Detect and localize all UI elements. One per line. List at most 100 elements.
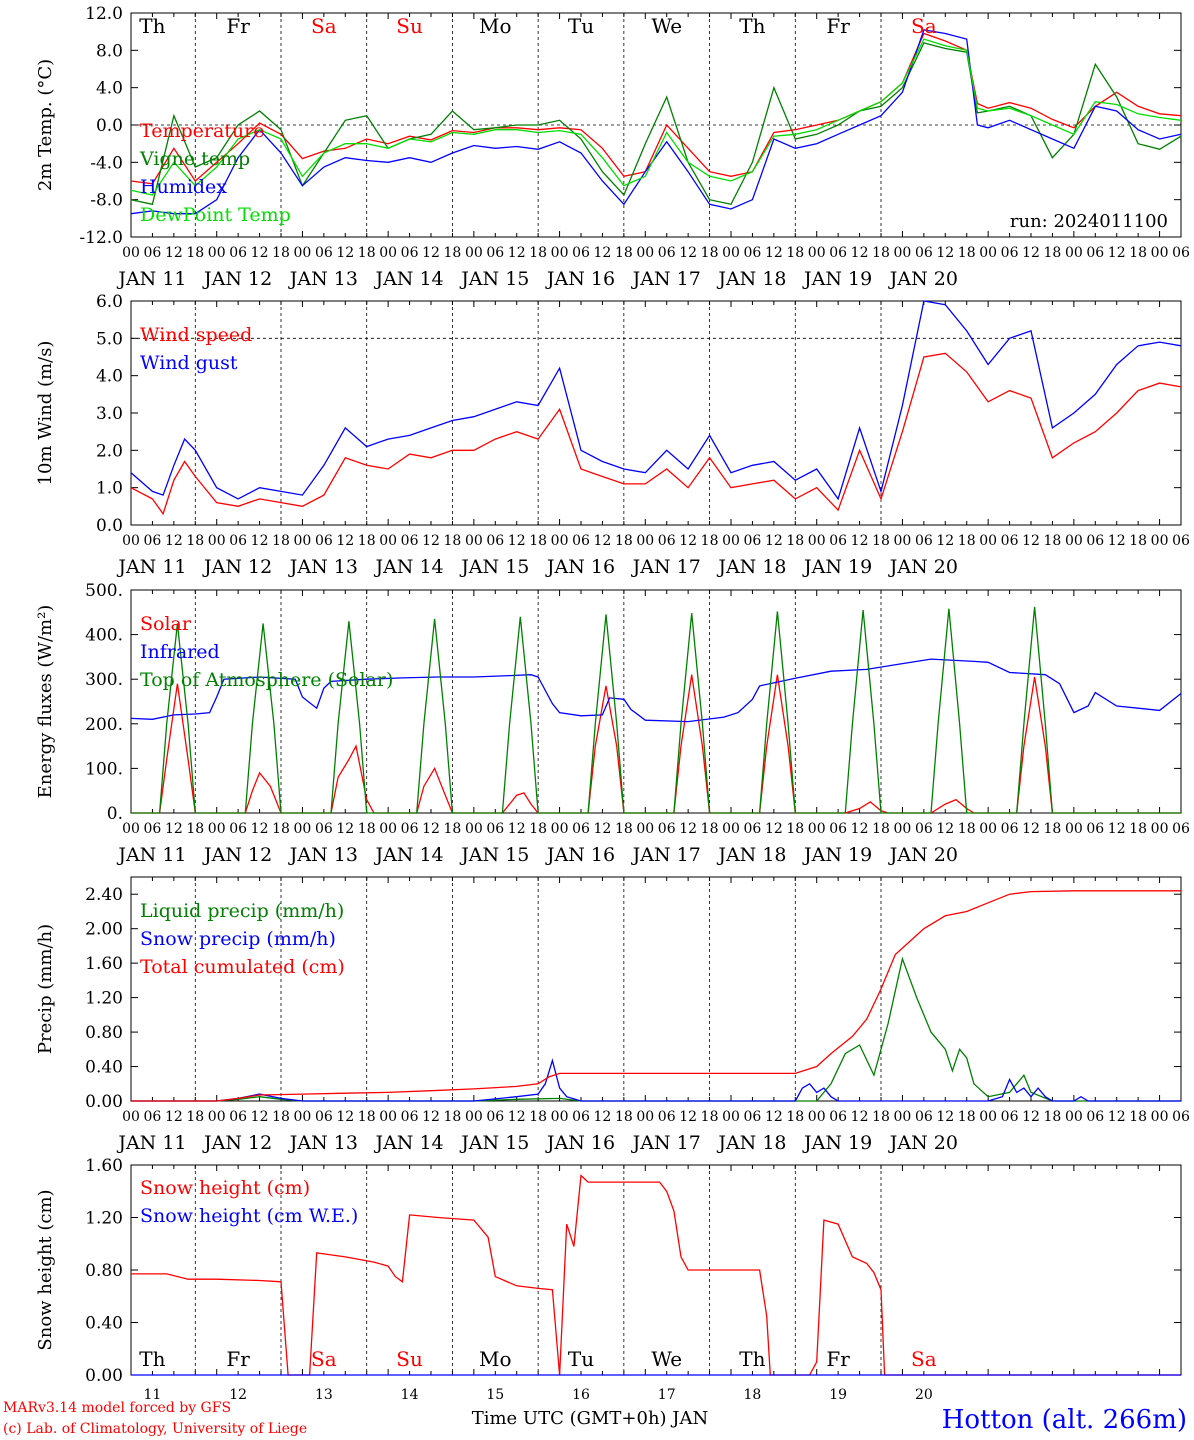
hour-label: 12 bbox=[594, 821, 612, 837]
date-label: JAN 18 bbox=[716, 556, 786, 578]
hour-label: 06 bbox=[401, 1109, 419, 1125]
model-credit-line2: (c) Lab. of Climatology, University of L… bbox=[3, 1421, 307, 1437]
chart-panel-5: 1.60 1.20 0.80 0.40 0.00 Snow height (cm) Snow… bbox=[35, 1156, 1182, 1403]
hour-label: 18 bbox=[701, 1109, 719, 1125]
legend-entry: Wind speed bbox=[140, 324, 252, 346]
hour-label: 18 bbox=[272, 821, 290, 837]
hour-label: 12 bbox=[165, 821, 183, 837]
hour-label: 00 bbox=[122, 245, 140, 261]
hour-label: 12 bbox=[594, 1109, 612, 1125]
hour-label: 18 bbox=[529, 1109, 547, 1125]
hour-label: 18 bbox=[529, 821, 547, 837]
hour-label: 12 bbox=[851, 245, 869, 261]
hour-label: 06 bbox=[658, 533, 676, 549]
hour-label: 06 bbox=[658, 821, 676, 837]
weekday-label: Su bbox=[396, 1347, 423, 1371]
hour-label: 00 bbox=[379, 533, 397, 549]
hour-label: 00 bbox=[465, 245, 483, 261]
hour-label: 06 bbox=[1086, 245, 1104, 261]
hour-label: 18 bbox=[1129, 821, 1147, 837]
date-label: JAN 16 bbox=[545, 556, 615, 578]
hour-label: 18 bbox=[786, 533, 804, 549]
hour-label: 12 bbox=[851, 533, 869, 549]
hour-label: 12 bbox=[936, 245, 954, 261]
hour-label: 12 bbox=[336, 821, 354, 837]
hour-label: 00 bbox=[294, 1109, 312, 1125]
series-line bbox=[131, 1174, 1181, 1376]
hour-label: 00 bbox=[1151, 1109, 1169, 1125]
weekday-label: We bbox=[651, 1347, 682, 1371]
weekday-label: Tu bbox=[568, 1347, 594, 1371]
hour-label: 00 bbox=[1151, 821, 1169, 837]
y-tick-label: 4.0 bbox=[96, 367, 123, 387]
y-tick-label: 100. bbox=[85, 759, 123, 779]
date-label: JAN 17 bbox=[631, 844, 701, 866]
y-tick-label: 0.80 bbox=[85, 1261, 123, 1281]
hour-label: 06 bbox=[401, 245, 419, 261]
hour-label: 12 bbox=[1108, 533, 1126, 549]
date-label: JAN 17 bbox=[631, 1132, 701, 1154]
hour-label: 06 bbox=[229, 533, 247, 549]
hour-label: 12 bbox=[936, 821, 954, 837]
date-label: JAN 13 bbox=[288, 1132, 358, 1154]
hour-label: 00 bbox=[465, 533, 483, 549]
hour-label: 00 bbox=[551, 533, 569, 549]
hour-label: 12 bbox=[1022, 1109, 1040, 1125]
hour-label: 18 bbox=[701, 245, 719, 261]
hour-label: 18 bbox=[958, 821, 976, 837]
hour-label: 12 bbox=[1108, 245, 1126, 261]
hour-label: 12 bbox=[765, 821, 783, 837]
chart-panels: 12.0 8.0 4.0 0.0 -4.0 -8.0 -12.0 2m Temp. (°C) T… bbox=[35, 4, 1190, 1403]
date-label: JAN 14 bbox=[373, 1132, 443, 1154]
date-label: JAN 11 bbox=[116, 556, 186, 578]
date-label: JAN 18 bbox=[716, 1132, 786, 1154]
weekday-label: Th bbox=[139, 14, 165, 38]
date-label: JAN 14 bbox=[373, 556, 443, 578]
hour-label: 12 bbox=[422, 821, 440, 837]
hour-label: 00 bbox=[208, 1109, 226, 1125]
y-tick-label: 0. bbox=[107, 804, 123, 824]
date-label: JAN 19 bbox=[802, 268, 872, 290]
hour-label: 06 bbox=[1172, 1109, 1190, 1125]
y-tick-label: 200. bbox=[85, 715, 123, 735]
hour-label: 18 bbox=[272, 245, 290, 261]
hour-label: 06 bbox=[401, 821, 419, 837]
date-label: JAN 17 bbox=[631, 268, 701, 290]
hour-label: 00 bbox=[979, 821, 997, 837]
hour-label: 06 bbox=[1172, 533, 1190, 549]
hour-label: 12 bbox=[422, 1109, 440, 1125]
hour-label: 18 bbox=[358, 821, 376, 837]
plot-frame bbox=[130, 589, 1182, 814]
date-label: JAN 19 bbox=[802, 844, 872, 866]
hour-label: 12 bbox=[336, 245, 354, 261]
series-line bbox=[131, 674, 1181, 814]
hour-label: 06 bbox=[1172, 245, 1190, 261]
hour-label: 18 bbox=[1044, 821, 1062, 837]
hour-label: 00 bbox=[551, 1109, 569, 1125]
hour-label: 06 bbox=[144, 821, 162, 837]
model-credit-line1: MARv3.14 model forced by GFS bbox=[3, 1400, 231, 1416]
hour-label: 18 bbox=[1044, 533, 1062, 549]
hour-label: 00 bbox=[551, 245, 569, 261]
legend-entry: Temperature bbox=[140, 120, 264, 142]
y-axis-label: Energy fluxes (W/m²) bbox=[35, 605, 56, 799]
hour-label: 06 bbox=[486, 1109, 504, 1125]
weekday-label: Tu bbox=[568, 14, 594, 38]
y-tick-label: 0.0 bbox=[96, 116, 123, 136]
hour-label: 18 bbox=[615, 1109, 633, 1125]
hour-label: 06 bbox=[658, 1109, 676, 1125]
date-label: JAN 15 bbox=[459, 1132, 529, 1154]
hour-label: 12 bbox=[508, 821, 526, 837]
hour-label: 12 bbox=[679, 245, 697, 261]
weekday-label: Sa bbox=[311, 14, 337, 38]
hour-label: 00 bbox=[465, 821, 483, 837]
day-number-label: 20 bbox=[915, 1387, 933, 1403]
legend-entry: Humidex bbox=[140, 176, 227, 198]
hour-label: 06 bbox=[744, 533, 762, 549]
hour-label: 06 bbox=[315, 533, 333, 549]
hour-label: 06 bbox=[1001, 245, 1019, 261]
hour-label: 00 bbox=[208, 821, 226, 837]
hour-label: 06 bbox=[486, 245, 504, 261]
hour-label: 12 bbox=[679, 1109, 697, 1125]
y-tick-label: 2.40 bbox=[85, 885, 123, 905]
